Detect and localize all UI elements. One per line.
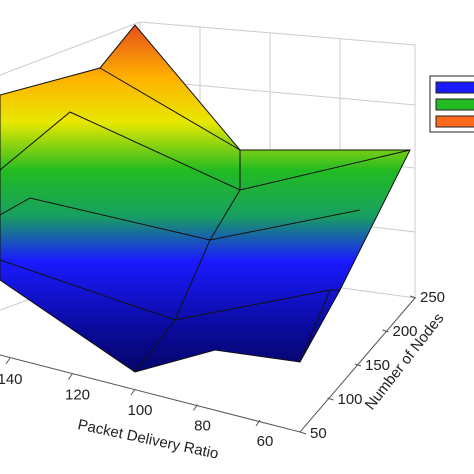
y-tick-label: 150 bbox=[365, 357, 390, 374]
y-tick bbox=[327, 397, 334, 401]
x-tick bbox=[255, 419, 261, 427]
surface bbox=[0, 24, 411, 373]
y-tick bbox=[299, 431, 307, 435]
y-tick bbox=[354, 363, 362, 367]
y-tick bbox=[382, 329, 389, 333]
y-tick-label: 200 bbox=[393, 323, 418, 340]
y-tick-label: 250 bbox=[420, 289, 445, 306]
x-tick-label: 80 bbox=[194, 417, 211, 434]
x-tick-label: 140 bbox=[0, 371, 23, 388]
x-tick bbox=[5, 357, 11, 365]
x-tick-label: 120 bbox=[65, 386, 90, 403]
legend-swatch bbox=[435, 98, 474, 111]
y-tick-label: 50 bbox=[310, 425, 327, 442]
x-tick-label: 60 bbox=[257, 433, 274, 450]
y-tick-label: 100 bbox=[338, 391, 363, 408]
x-tick bbox=[130, 388, 136, 396]
legend-swatch bbox=[435, 115, 474, 128]
x-tick-label: 100 bbox=[127, 402, 152, 419]
x-tick bbox=[68, 373, 73, 380]
legend-swatch bbox=[435, 81, 474, 94]
y-tick bbox=[409, 295, 417, 299]
x-tick bbox=[193, 404, 198, 411]
